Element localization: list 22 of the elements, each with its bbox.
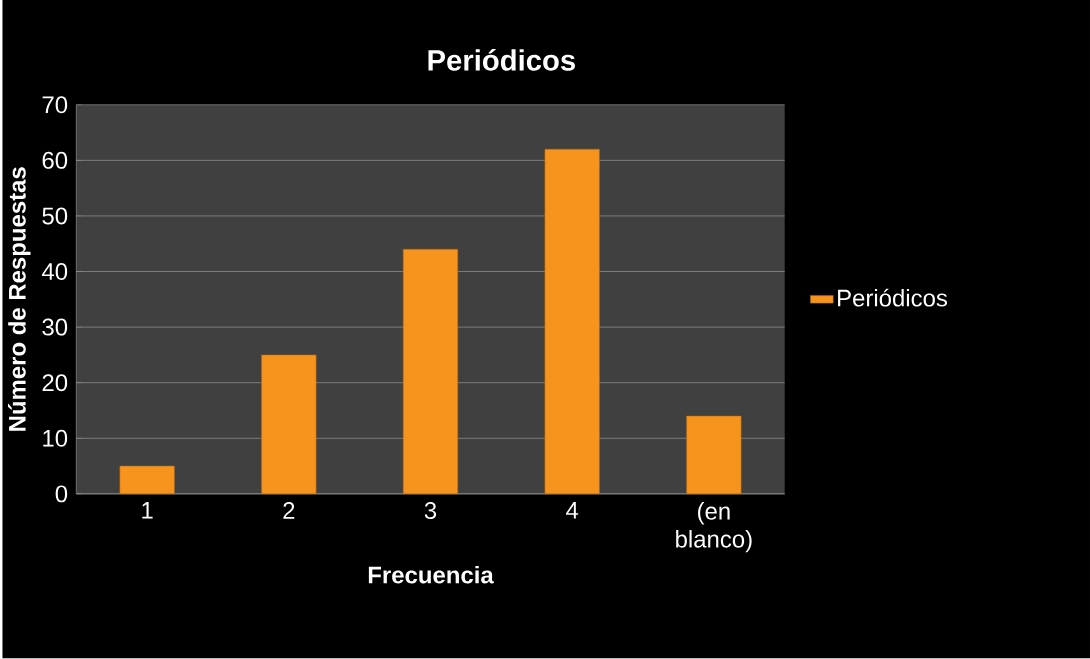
legend-label: Periódicos: [838, 288, 948, 307]
bar: [402, 249, 459, 495]
chart-title: Periódicos: [428, 49, 575, 71]
y-tick-label: 30: [42, 318, 68, 336]
bar: [686, 416, 742, 495]
y-tick-label: 60: [42, 152, 68, 170]
y-tick-label: 70: [42, 96, 68, 114]
x-axis-title: Frecuencia: [368, 566, 494, 584]
y-tick-label: 50: [42, 207, 68, 225]
bar: [261, 354, 317, 495]
x-tick-label: 4: [566, 502, 579, 519]
bar: [119, 466, 175, 495]
x-tick-label: (en blanco): [676, 502, 752, 553]
x-tick-label: 2: [283, 502, 295, 520]
x-tick-label: 3: [424, 502, 437, 520]
y-tick-label: 40: [41, 263, 68, 281]
bar: [544, 149, 600, 495]
x-tick-label: 1: [142, 502, 153, 519]
y-tick-label: 0: [55, 485, 68, 503]
y-tick-label: 10: [43, 430, 68, 448]
y-axis-title: Número de Respuestas: [7, 167, 31, 432]
y-tick-label: 20: [42, 374, 68, 392]
